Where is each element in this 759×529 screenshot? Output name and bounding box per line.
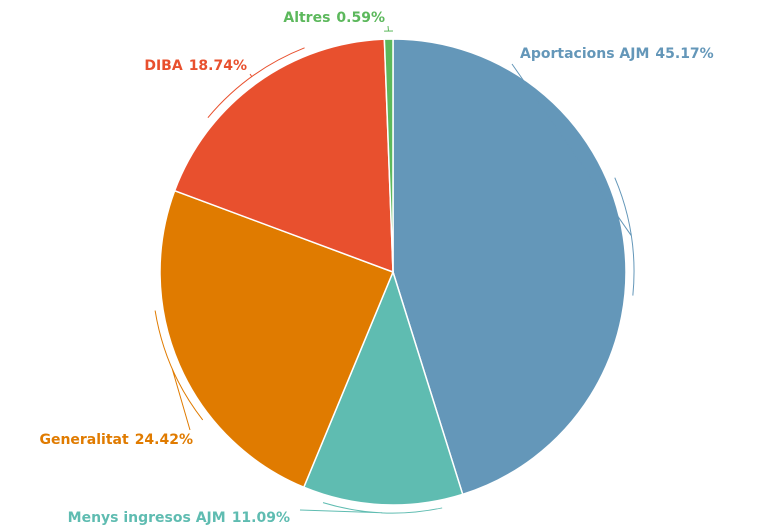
slice-value: 24.42% [135, 432, 193, 448]
slice-label: Aportacions AJM 45.17% [520, 46, 714, 62]
slice-label: Altres 0.59% [283, 10, 385, 26]
leader-line [154, 310, 204, 431]
slice-name: Generalitat [39, 432, 129, 448]
slice-label: Menys ingresos AJM 11.09% [68, 510, 290, 526]
slice-name: Altres [283, 10, 330, 26]
slice-value: 0.59% [336, 10, 385, 26]
slice-label: DIBA 18.74% [144, 58, 247, 74]
slice-name: Aportacions AJM [520, 46, 649, 62]
pie-slice [392, 38, 627, 496]
slice-value: 18.74% [189, 58, 247, 74]
pie-slice [302, 269, 464, 506]
slice-value: 45.17% [655, 46, 713, 62]
pie-slice [173, 38, 394, 274]
pie-slice [383, 38, 394, 273]
leader-line [299, 502, 443, 514]
slice-name: DIBA [144, 58, 183, 74]
slice-label: Generalitat 24.42% [39, 432, 193, 448]
slice-value: 11.09% [232, 510, 290, 526]
leader-line [384, 25, 394, 32]
leader-line [207, 47, 305, 118]
pie-slice [159, 189, 394, 489]
slice-name: Menys ingresos AJM [68, 510, 226, 526]
leader-line [511, 63, 635, 296]
